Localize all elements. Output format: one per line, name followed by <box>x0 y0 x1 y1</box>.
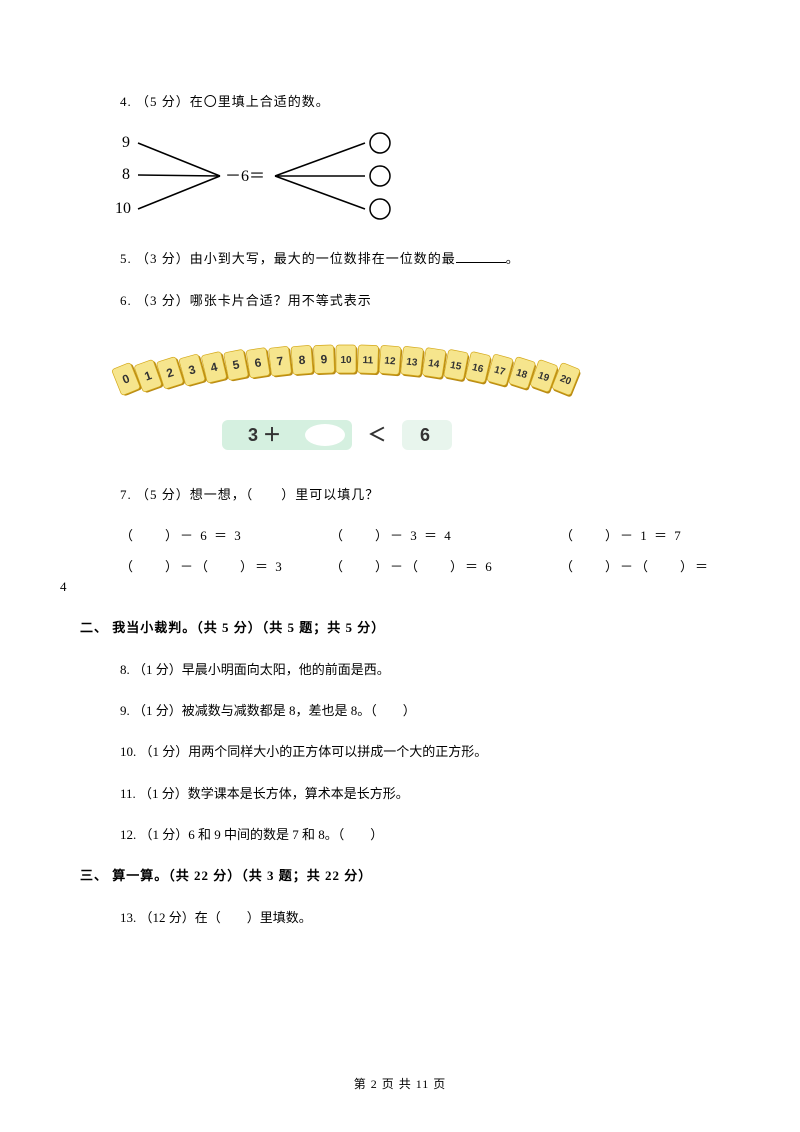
question-10: 10. （1 分）用两个同样大小的正方体可以拼成一个大的正方形。 <box>60 740 740 763</box>
q4-diagram: 9 8 10 －6＝ <box>60 131 740 225</box>
num-8: 8 <box>122 166 130 183</box>
question-6: 6. （3 分）哪张卡片合适？用不等式表示 <box>60 289 740 312</box>
blank-line <box>456 249 506 263</box>
section-2-header: 二、 我当小裁判。（共 5 分）（共 5 题；共 5 分） <box>60 617 740 636</box>
card-9: 9 <box>313 345 336 375</box>
card-13: 13 <box>400 346 425 378</box>
lt: ＜ <box>368 425 386 445</box>
card-8: 8 <box>291 345 315 376</box>
q7-overflow: 4 <box>60 579 740 595</box>
number-cards: 01234567891011121314151617181920 <box>60 337 740 401</box>
svg-text:12: 12 <box>384 356 396 368</box>
question-4: 4. （5 分）在〇里填上合适的数。 <box>60 90 740 113</box>
eq-6: （ ）－（ ）＝ <box>560 556 740 575</box>
question-11: 11. （1 分）数学课本是长方体，算术本是长方形。 <box>60 782 740 805</box>
num-9: 9 <box>122 134 130 151</box>
blank-oval <box>305 424 345 446</box>
eq-4: （ ）－（ ）＝ 3 <box>120 556 330 575</box>
question-13: 13. （12 分）在（ ）里填数。 <box>60 906 740 929</box>
question-7: 7. （5 分）想一想，（ ）里可以填几？ <box>60 483 740 506</box>
section-3-header: 三、 算一算。（共 22 分）（共 3 题；共 22 分） <box>60 865 740 884</box>
q7-text: 7. （5 分）想一想，（ ）里可以填几？ <box>120 487 379 502</box>
card-7: 7 <box>268 346 293 378</box>
question-8: 8. （1 分）早晨小明面向太阳，他的前面是西。 <box>60 658 740 681</box>
card-12: 12 <box>379 345 403 376</box>
num-10: 10 <box>115 200 131 217</box>
op-text: －6＝ <box>225 168 265 185</box>
q7-row1: （ ）－ 6 ＝ 3 （ ）－ 3 ＝ 4 （ ）－ 1 ＝ 7 <box>60 525 740 544</box>
svg-text:11: 11 <box>362 355 373 366</box>
circle-1 <box>370 133 390 153</box>
card-11: 11 <box>357 345 380 375</box>
eq-1: （ ）－ 6 ＝ 3 <box>120 525 330 544</box>
svg-text:13: 13 <box>406 357 419 369</box>
circle-2 <box>370 166 390 186</box>
card-14: 14 <box>422 348 448 380</box>
eq-5: （ ）－（ ）＝ 6 <box>330 556 560 575</box>
q7-row2: （ ）－（ ）＝ 3 （ ）－（ ）＝ 6 （ ）－（ ）＝ <box>60 556 740 575</box>
question-9: 9. （1 分）被减数与减数都是 8，差也是 8。（ ） <box>60 699 740 722</box>
svg-text:14: 14 <box>427 358 440 371</box>
expr-right: 6 <box>420 425 430 445</box>
page-footer: 第 2 页 共 11 页 <box>0 1075 800 1092</box>
card-10: 10 <box>336 345 358 375</box>
question-12: 12. （1 分）6 和 9 中间的数是 7 和 8。（ ） <box>60 823 740 846</box>
q4-text: 4. （5 分）在〇里填上合适的数。 <box>120 94 330 109</box>
q6-text: 6. （3 分）哪张卡片合适？用不等式表示 <box>120 293 372 308</box>
q5-text: 5. （3 分）由小到大写，最大的一位数排在一位数的最。 <box>120 251 520 266</box>
question-5: 5. （3 分）由小到大写，最大的一位数排在一位数的最。 <box>60 247 740 270</box>
expr-left: 3 ＋ <box>248 425 281 445</box>
svg-text:10: 10 <box>340 355 352 366</box>
card-6: 6 <box>246 347 272 379</box>
eq-2: （ ）－ 3 ＝ 4 <box>330 525 560 544</box>
inequality-expression: 3 ＋ ＜ 6 <box>60 416 740 458</box>
svg-text:9: 9 <box>320 352 328 366</box>
eq-3: （ ）－ 1 ＝ 7 <box>560 525 740 544</box>
circle-3 <box>370 199 390 219</box>
